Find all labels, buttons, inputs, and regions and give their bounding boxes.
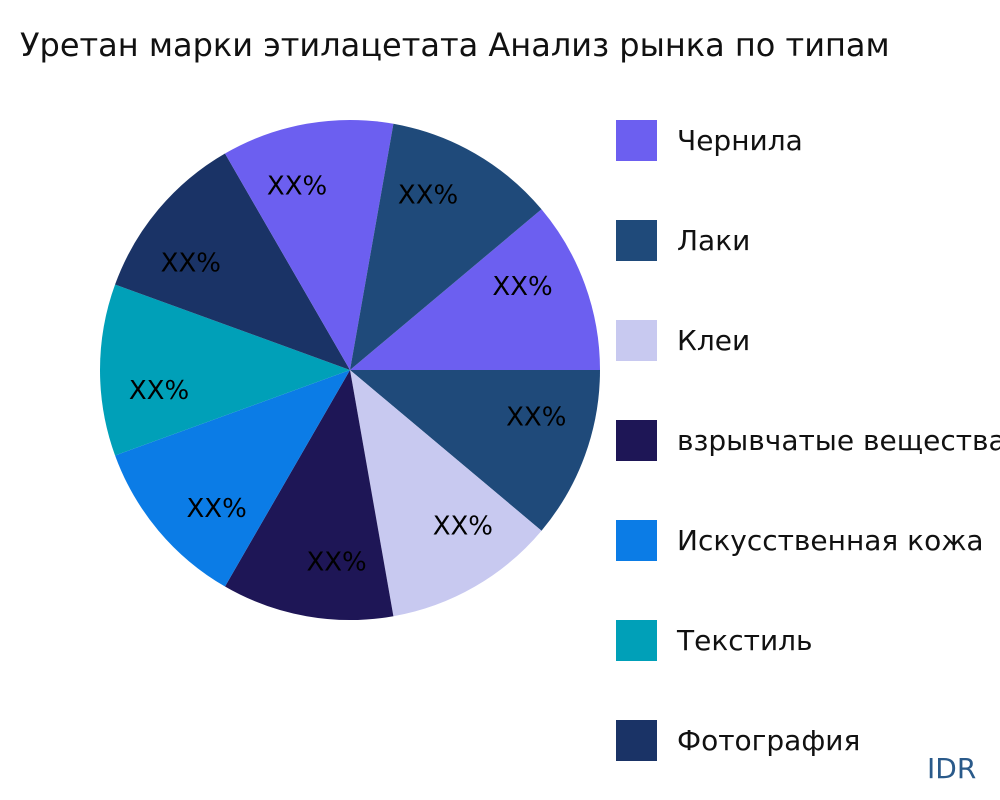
legend-swatch (616, 220, 657, 261)
pie-slice[interactable] (225, 120, 394, 371)
slice-label: XX% (506, 402, 566, 432)
legend-label: Чернила (677, 124, 803, 157)
pie-slice[interactable] (350, 370, 542, 617)
legend-item[interactable]: Текстиль (616, 620, 813, 661)
legend-swatch (616, 720, 657, 761)
pie-slice[interactable] (99, 284, 350, 456)
legend-label: Фотография (677, 724, 861, 757)
chart-title: Уретан марки этилацетата Анализ рынка по… (20, 26, 890, 64)
legend-swatch (616, 620, 657, 661)
pie-slice[interactable] (225, 370, 394, 621)
legend-swatch (616, 320, 657, 361)
slice-label: XX% (267, 171, 327, 201)
legend-label: Текстиль (677, 624, 813, 657)
slice-label: XX% (306, 548, 366, 578)
legend-item[interactable]: Лаки (616, 220, 750, 261)
legend-swatch (616, 420, 657, 461)
legend-label: Лаки (677, 224, 751, 257)
slice-label: XX% (129, 376, 189, 406)
brand-logo: IDR (927, 752, 977, 785)
pie-slice[interactable] (350, 123, 542, 370)
pie-slice[interactable] (350, 209, 600, 370)
legend-item[interactable]: Чернила (616, 120, 803, 161)
slice-label: XX% (161, 249, 221, 279)
legend-item[interactable]: взрывчатые вещества (616, 420, 1000, 461)
legend-swatch (616, 120, 657, 161)
legend-label: Искусственная кожа (677, 524, 984, 557)
pie-slice[interactable] (350, 370, 600, 531)
legend-item[interactable]: Фотография (616, 720, 860, 761)
slice-label: XX% (186, 494, 246, 524)
legend-label: Клеи (677, 324, 751, 357)
legend-label: взрывчатые вещества (677, 424, 1000, 457)
pie-slice[interactable] (115, 370, 350, 587)
legend-item[interactable]: Искусственная кожа (616, 520, 984, 561)
legend-swatch (616, 520, 657, 561)
slice-label: XX% (398, 181, 458, 211)
slice-label: XX% (433, 511, 493, 541)
slice-label: XX% (492, 272, 552, 302)
legend-item[interactable]: Клеи (616, 320, 750, 361)
pie-slice[interactable] (115, 153, 350, 370)
